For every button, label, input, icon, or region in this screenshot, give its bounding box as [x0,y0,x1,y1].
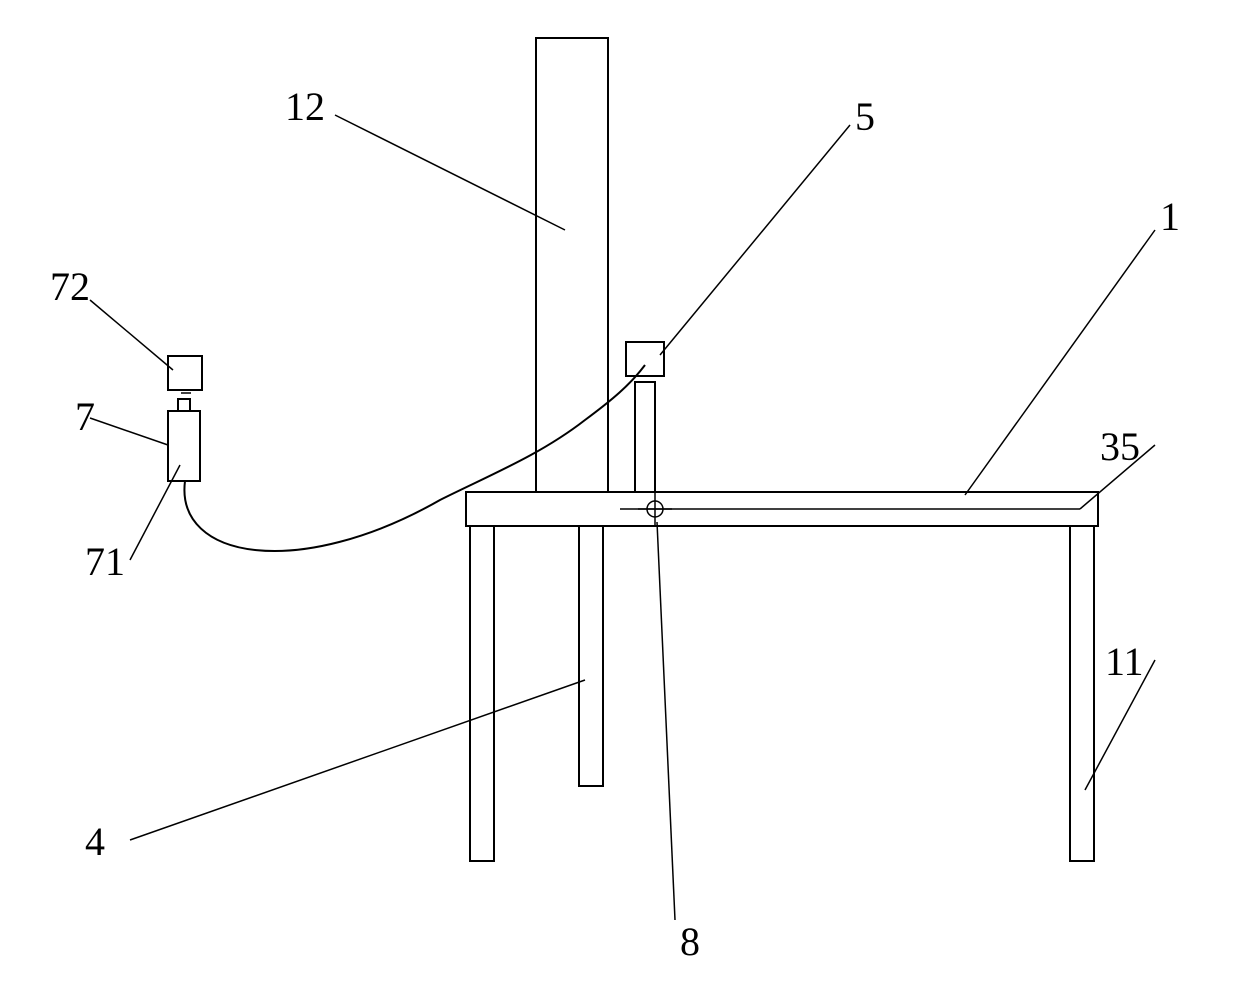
leader-l12 [335,115,565,230]
post [536,38,608,492]
press-head [626,342,664,376]
leader-l72 [90,300,173,370]
label-l11: 11 [1105,639,1144,684]
label-l7: 7 [75,394,95,439]
leader-l4 [130,680,585,840]
leg-front-left [470,526,494,861]
leg-front-right [1070,526,1094,861]
leader-l71 [130,465,180,560]
wire [184,365,645,551]
leader-l5 [660,125,850,355]
label-l1: 1 [1160,194,1180,239]
label-l71: 71 [85,539,125,584]
plunger-head [168,356,202,390]
label-l12: 12 [285,84,325,129]
leader-l7 [90,418,168,445]
plunger-neck [178,399,190,411]
label-l35: 35 [1100,424,1140,469]
leader-l8 [657,522,675,920]
label-l4: 4 [85,819,105,864]
leg-back-left [579,526,603,786]
plunger-body [168,411,200,481]
label-l8: 8 [680,919,700,964]
label-l72: 72 [50,264,90,309]
press-bar [635,382,655,492]
label-l5: 5 [855,94,875,139]
